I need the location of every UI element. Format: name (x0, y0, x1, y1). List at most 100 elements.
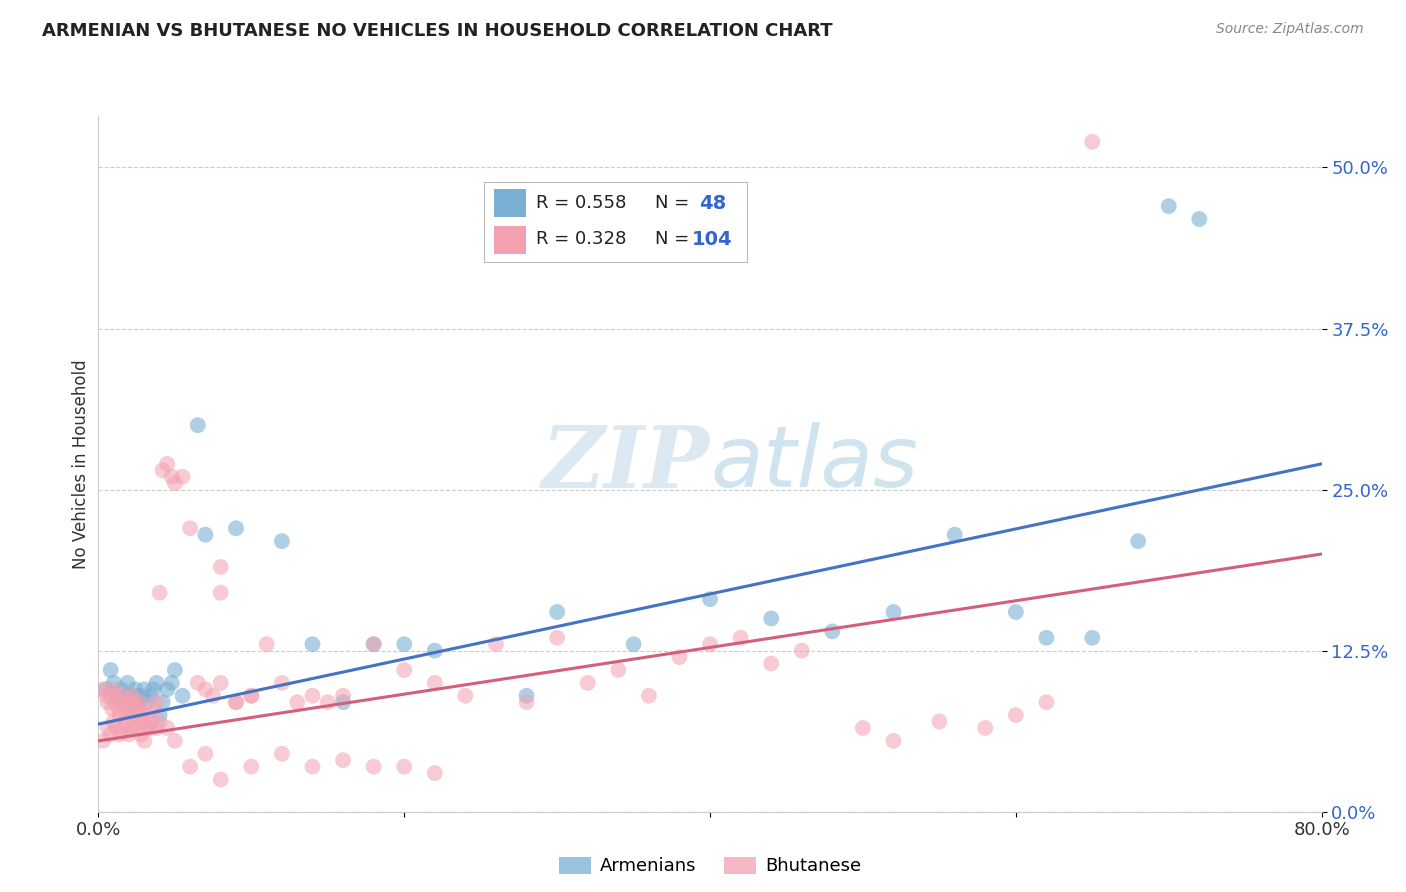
Point (546, 631, 568, 645)
Point (136, 708, 159, 723)
Point (240, 689, 263, 703)
Point (225, 695, 247, 709)
Point (105, 689, 128, 703)
Point (142, 701, 165, 715)
Point (100, 663, 122, 677)
Point (974, 721, 997, 735)
Point (285, 695, 308, 709)
Text: 104: 104 (692, 230, 733, 249)
Point (392, 637, 416, 651)
Point (1157, 199, 1180, 213)
Point (94, 689, 117, 703)
Point (301, 759, 323, 773)
Point (136, 695, 159, 709)
Point (172, 689, 194, 703)
Point (423, 766, 446, 780)
Point (332, 695, 354, 709)
Point (1128, 534, 1150, 549)
Point (187, 676, 209, 690)
Point (225, 521, 247, 535)
Text: Source: ZipAtlas.com: Source: ZipAtlas.com (1216, 22, 1364, 37)
Point (240, 759, 263, 773)
Point (139, 689, 162, 703)
Point (111, 695, 134, 709)
Point (516, 689, 538, 703)
Point (115, 695, 138, 709)
Point (790, 643, 813, 657)
Point (156, 682, 179, 697)
Y-axis label: No Vehicles in Household: No Vehicles in Household (72, 359, 90, 569)
Point (121, 721, 143, 735)
Point (120, 695, 142, 709)
Point (209, 560, 232, 574)
Bar (495, 189, 526, 218)
Point (1004, 708, 1026, 723)
Point (392, 663, 416, 677)
Legend: Armenians, Bhutanese: Armenians, Bhutanese (551, 849, 869, 883)
Point (172, 469, 194, 483)
Point (163, 663, 186, 677)
Point (332, 753, 354, 767)
Point (117, 708, 139, 723)
Point (125, 708, 148, 723)
Point (821, 624, 844, 639)
Bar (495, 226, 526, 254)
Point (145, 676, 167, 690)
Point (121, 695, 143, 709)
Point (104, 695, 127, 709)
Point (124, 682, 146, 697)
Point (134, 714, 156, 729)
Point (134, 682, 156, 697)
Point (101, 701, 124, 715)
Point (121, 689, 143, 703)
Point (270, 534, 292, 549)
Text: ZIP: ZIP (543, 422, 710, 506)
Point (179, 759, 201, 773)
Point (124, 695, 146, 709)
Point (105, 721, 128, 735)
Point (1035, 631, 1057, 645)
Point (332, 689, 354, 703)
Text: ARMENIAN VS BHUTANESE NO VEHICLES IN HOUSEHOLD CORRELATION CHART: ARMENIAN VS BHUTANESE NO VEHICLES IN HOU… (42, 22, 832, 40)
Point (163, 476, 186, 491)
Point (1081, 631, 1104, 645)
Point (187, 418, 209, 433)
Point (301, 637, 323, 651)
Point (759, 657, 782, 671)
Point (117, 676, 139, 690)
Point (1004, 605, 1026, 619)
Point (97, 695, 120, 709)
Point (179, 521, 201, 535)
Point (240, 689, 263, 703)
Point (1035, 695, 1057, 709)
Point (202, 689, 225, 703)
Point (152, 695, 174, 709)
Text: N =: N = (655, 230, 689, 248)
Text: N =: N = (655, 194, 689, 212)
Point (91, 682, 114, 697)
Point (149, 714, 172, 729)
Text: atlas: atlas (710, 422, 918, 506)
Point (160, 676, 183, 690)
Point (363, 637, 385, 651)
Point (546, 605, 568, 619)
Point (111, 721, 134, 735)
Point (699, 637, 721, 651)
Point (128, 695, 150, 709)
Point (730, 631, 752, 645)
Point (1081, 135, 1104, 149)
Point (100, 689, 122, 703)
Point (103, 714, 125, 729)
Point (118, 701, 141, 715)
Point (107, 701, 129, 715)
Text: 48: 48 (699, 194, 727, 213)
Text: R = 0.328: R = 0.328 (536, 230, 627, 248)
Point (127, 695, 149, 709)
Point (699, 592, 721, 607)
Point (852, 721, 875, 735)
Point (225, 695, 247, 709)
Point (152, 463, 174, 477)
Point (141, 714, 163, 729)
Point (209, 676, 232, 690)
Point (623, 637, 645, 651)
